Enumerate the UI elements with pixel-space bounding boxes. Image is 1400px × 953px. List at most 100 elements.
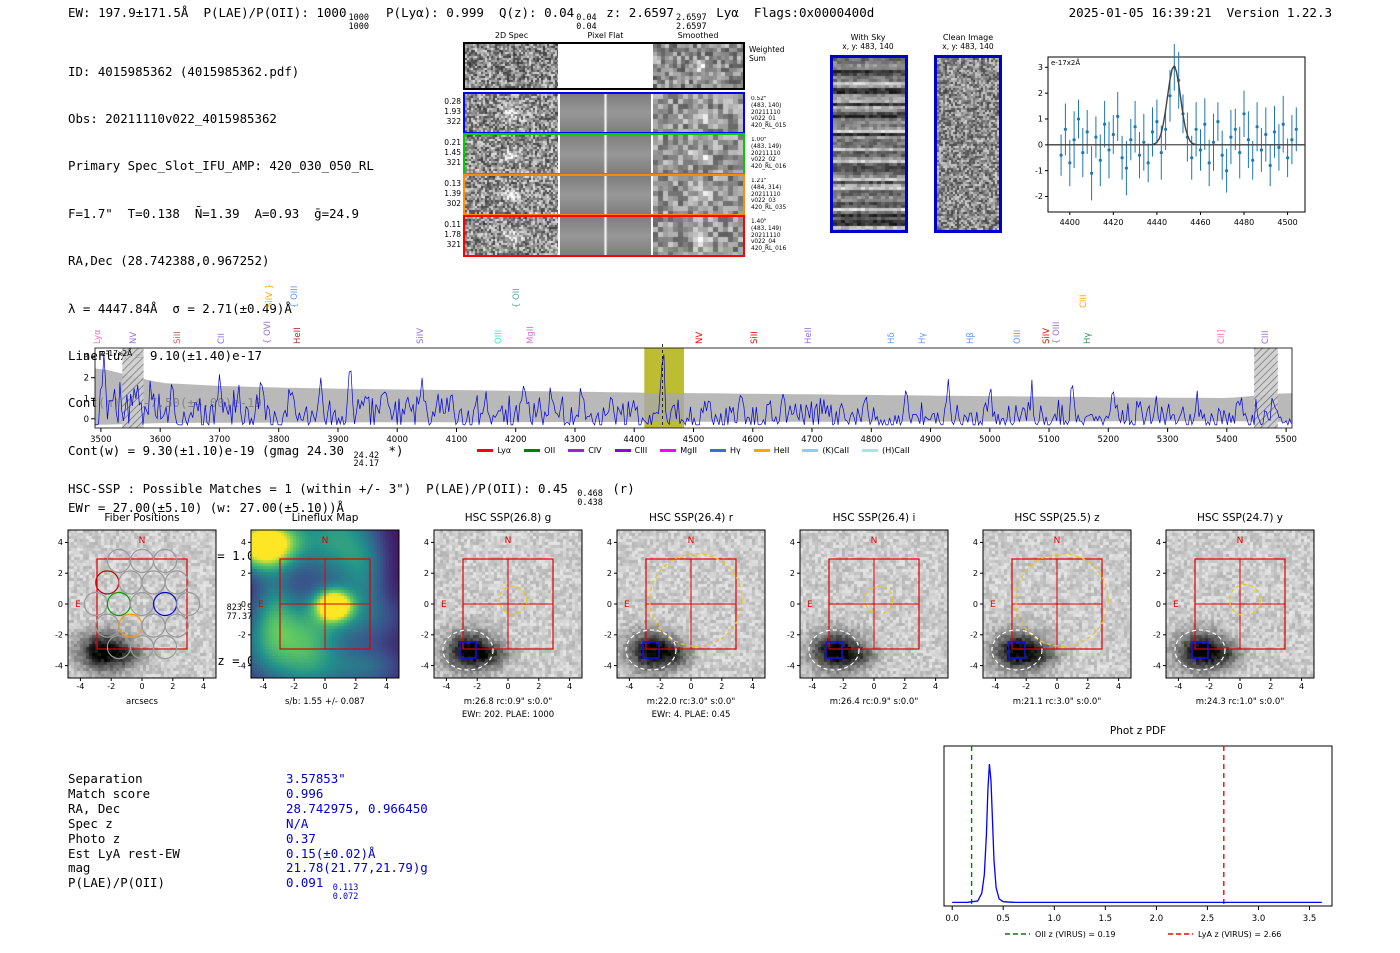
- withsky-image-frame: [830, 55, 908, 233]
- svg-text:3900: 3900: [327, 435, 349, 445]
- fiber-circle: [164, 570, 189, 595]
- svg-text:4200: 4200: [505, 435, 527, 445]
- compass-north: N: [1054, 536, 1061, 546]
- svg-text:LyA z (VIRUS) = 2.66: LyA z (VIRUS) = 2.66: [1198, 930, 1281, 939]
- svg-text:4100: 4100: [446, 435, 468, 445]
- svg-text:0: 0: [505, 682, 510, 691]
- compass-east: E: [441, 600, 447, 610]
- svg-text:4800: 4800: [860, 435, 882, 445]
- svg-text:4: 4: [384, 682, 389, 691]
- cutout-axes: -4 -4 -2 -2 0 0 2 2 4 4: [421, 529, 583, 691]
- stat-value: 321: [446, 158, 461, 167]
- legend-item: (K)CaII: [802, 446, 849, 455]
- table-row-specz: Spec z N/A: [68, 815, 309, 831]
- plae-range: 823.9 77.37: [226, 603, 253, 622]
- svg-text:2: 2: [1038, 89, 1043, 98]
- zoom-plot-data: [1048, 44, 1305, 201]
- cutout-caption: m:26.8 rc:0.9" s:0.0": [463, 697, 553, 707]
- legend-item: (H)CaII: [862, 446, 910, 455]
- fiber-circle: [95, 570, 120, 595]
- svg-text:e-17x2Å: e-17x2Å: [101, 349, 133, 358]
- annotation-line: 420_RL_035: [751, 205, 787, 212]
- spec2d-row-annotation: 1.21" (484, 314) 20211110 v022_03 420_RL_035: [751, 178, 797, 212]
- compass-north: N: [505, 536, 512, 546]
- annotation-line: 420_RL_015: [751, 123, 787, 130]
- stat-value: 302: [446, 199, 461, 208]
- spec2d-top-2d: [465, 44, 558, 88]
- header-datetime-version: 2025-01-05 16:39:21 Version 1.22.3: [1069, 5, 1332, 20]
- fiber-circle: [106, 548, 132, 573]
- svg-text:1: 1: [1038, 115, 1043, 124]
- legend-item: OII: [524, 446, 555, 455]
- svg-text:-4: -4: [808, 682, 816, 691]
- stat-value: 1.45: [444, 148, 461, 157]
- spec2d-row-2d: [465, 176, 558, 214]
- svg-text:5000: 5000: [979, 435, 1001, 445]
- fiber-circle: [129, 548, 155, 573]
- header-plya: P(Lyα): 0.999: [386, 5, 484, 20]
- stat-value: 0.13: [444, 179, 461, 188]
- legend-label: OII: [544, 446, 556, 455]
- svg-text:4300: 4300: [564, 435, 586, 445]
- svg-text:3.0: 3.0: [1252, 914, 1266, 924]
- cutout-axes: -4 -4 -2 -2 0 0 2 2 4 4: [1153, 529, 1315, 691]
- header-plae: P(LAE)/P(OII): 1000: [203, 5, 347, 20]
- svg-text:0: 0: [973, 600, 978, 609]
- emission-line-label: HeII: [292, 327, 303, 344]
- svg-text:-2: -2: [970, 631, 978, 640]
- spec2d-top-flat: [560, 44, 651, 88]
- header-ew: EW: 197.9±171.5Å: [68, 5, 189, 20]
- legend-label: (K)CaII: [822, 446, 850, 455]
- neighbor-ellipse: [625, 629, 677, 671]
- fiber-circle: [164, 613, 189, 638]
- legend-item: Lyα: [477, 446, 511, 455]
- aperture-circle: [864, 585, 894, 615]
- svg-text:0: 0: [1038, 140, 1043, 149]
- emission-line-label: SiIV: [1041, 327, 1052, 344]
- spec2d-row-smoothed: [653, 94, 743, 132]
- svg-text:0: 0: [139, 682, 144, 691]
- fiber-circle: [118, 613, 143, 638]
- svg-text:-4: -4: [421, 661, 429, 670]
- aperture-circle: [1228, 583, 1262, 617]
- neighbor-ellipse: [808, 629, 860, 671]
- stat-value: 1.93: [444, 107, 461, 116]
- svg-text:2: 2: [241, 569, 246, 578]
- legend-item: MgII: [660, 446, 697, 455]
- svg-text:-2: -2: [1022, 682, 1030, 691]
- svg-text:3500: 3500: [90, 435, 112, 445]
- annotation-line: 1.00": [751, 137, 767, 143]
- table-row-radec: RA, Dec 28.742975, 0.966450: [68, 800, 428, 816]
- catalog-object-box: [459, 641, 477, 659]
- report-header: EW: 197.9±171.5Å P(LAE)/P(OII): 1000 1000…: [68, 5, 874, 31]
- legend-swatch: [524, 449, 541, 452]
- cutout-caption: m:22.0 rc:3.0" s:0.0": [646, 697, 736, 707]
- legend-swatch: [660, 449, 677, 452]
- photz-legend: OII z (VIRUS) = 0.19 LyA z (VIRUS) = 2.66: [1005, 930, 1281, 939]
- svg-text:-2: -2: [839, 682, 847, 691]
- annotation-line: v022_01: [751, 116, 776, 123]
- spec2d-row-pixelflat: [560, 176, 651, 214]
- annotation-line: 20211110: [751, 232, 781, 239]
- fiber-circle: [118, 570, 143, 595]
- cutout-overlay: -4 -4 -2 -2 0 0 2 2 4 4 N E: [1153, 529, 1315, 691]
- clean-title: Clean Image: [942, 33, 994, 42]
- svg-text:-4: -4: [625, 682, 633, 691]
- svg-text:2.5: 2.5: [1201, 914, 1215, 924]
- emission-line-label: NV: [695, 331, 706, 344]
- header-flags: Flags:0x0000400d: [753, 5, 875, 20]
- annotation-line: v022_02: [751, 157, 776, 164]
- svg-text:3800: 3800: [268, 435, 290, 445]
- svg-text:4: 4: [790, 538, 795, 547]
- cutout-image: [68, 530, 216, 678]
- cutout-title: HSC SSP(26.4) i: [832, 512, 916, 524]
- noise-envelope: [95, 368, 1292, 425]
- info-cont-w: Cont(w) = 9.30(±1.10)e-19 (gmag 24.30 24…: [68, 442, 404, 470]
- svg-text:0: 0: [1237, 682, 1242, 691]
- clean-image: [937, 58, 999, 230]
- spec2d-row-smoothed: [653, 217, 743, 255]
- legend-swatch: [862, 449, 879, 452]
